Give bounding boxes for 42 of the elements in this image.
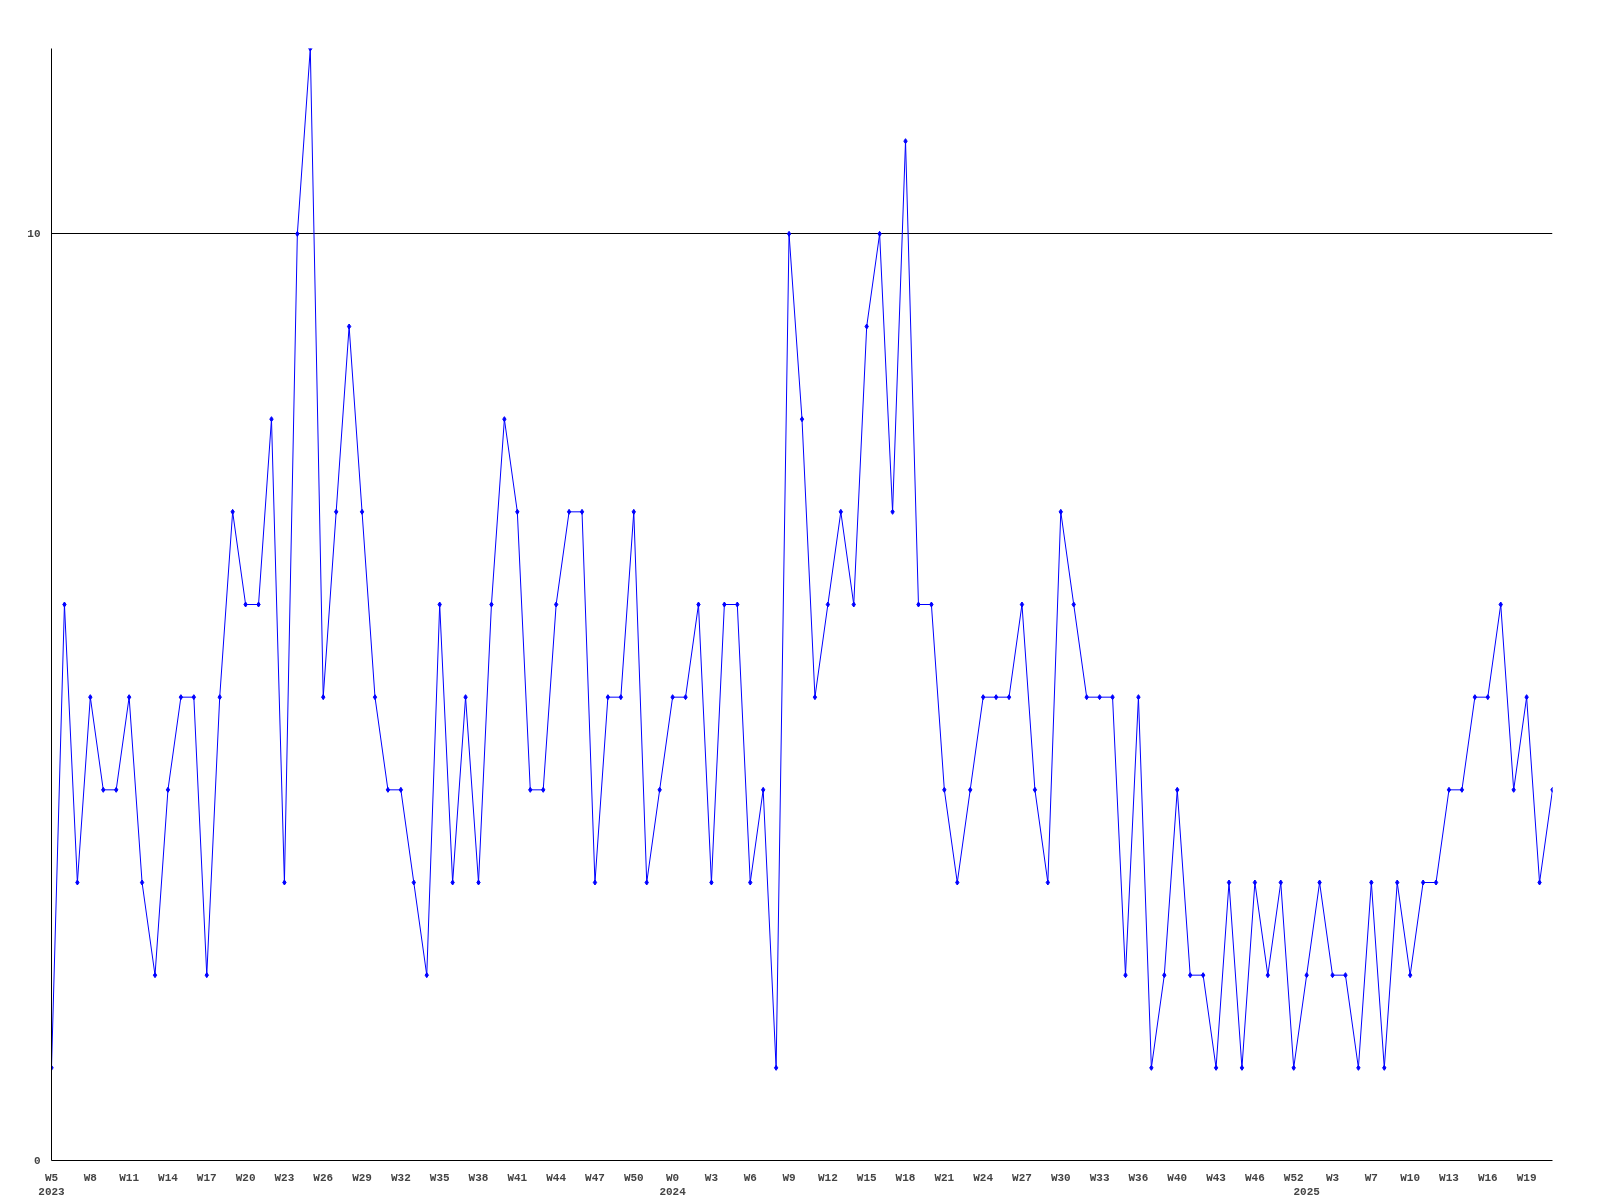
y-tick-label: 0 (33, 1155, 41, 1167)
x-tick-label: W0 2024 (659, 1171, 687, 1198)
x-tick-label: W15 (856, 1171, 877, 1184)
x-tick-label: W47 (585, 1171, 605, 1184)
x-tick-label: W50 (623, 1171, 644, 1184)
x-tick-label: W24 (973, 1171, 994, 1184)
x-tick-label: W27 (1012, 1171, 1032, 1184)
x-tick-label: W18 (895, 1171, 916, 1184)
x-tick-label: W23 (274, 1171, 295, 1184)
x-tick-label: W30 (1050, 1171, 1071, 1184)
x-tick-label: W16 (1477, 1171, 1498, 1184)
x-tick-label: W35 (429, 1171, 450, 1184)
x-tick-label: W3 (704, 1171, 719, 1184)
x-tick-label: W14 (158, 1171, 179, 1184)
x-tick-label: W40 (1167, 1171, 1188, 1184)
x-tick-label: W38 (468, 1171, 489, 1184)
x-tick-label: W3 (1325, 1171, 1340, 1184)
x-tick-label: W13 (1439, 1171, 1460, 1184)
x-tick-label: W19 (1516, 1171, 1537, 1184)
x-tick-label: W9 (782, 1171, 796, 1184)
x-tick-label: W36 (1128, 1171, 1149, 1184)
x-tick-label: W11 (119, 1171, 140, 1184)
x-tick-label: W33 (1089, 1171, 1110, 1184)
x-tick-label: W10 (1400, 1171, 1421, 1184)
y-tick-label: 10 (27, 228, 41, 241)
x-tick-label: W8 (83, 1171, 98, 1184)
x-tick-label: W7 (1364, 1171, 1378, 1184)
x-tick-label: W20 (235, 1171, 256, 1184)
x-tick-label: W17 (196, 1171, 217, 1184)
x-tick-label: W46 (1244, 1171, 1265, 1184)
x-tick-label: W6 (743, 1171, 757, 1184)
x-tick-label: W41 (507, 1171, 528, 1184)
x-tick-label: W21 (934, 1171, 955, 1184)
x-tick-label: W26 (313, 1171, 334, 1184)
x-tick-label: W52 (1283, 1171, 1304, 1184)
x-tick-label: W12 (817, 1171, 838, 1184)
x-tick-label: W44 (546, 1171, 567, 1184)
x-tick-label: 2025 (1293, 1185, 1321, 1198)
x-tick-label: W43 (1206, 1171, 1227, 1184)
x-tick-label: W5 2023 (38, 1171, 66, 1198)
x-tick-label: W29 (352, 1171, 372, 1184)
x-tick-label: W32 (390, 1171, 411, 1184)
